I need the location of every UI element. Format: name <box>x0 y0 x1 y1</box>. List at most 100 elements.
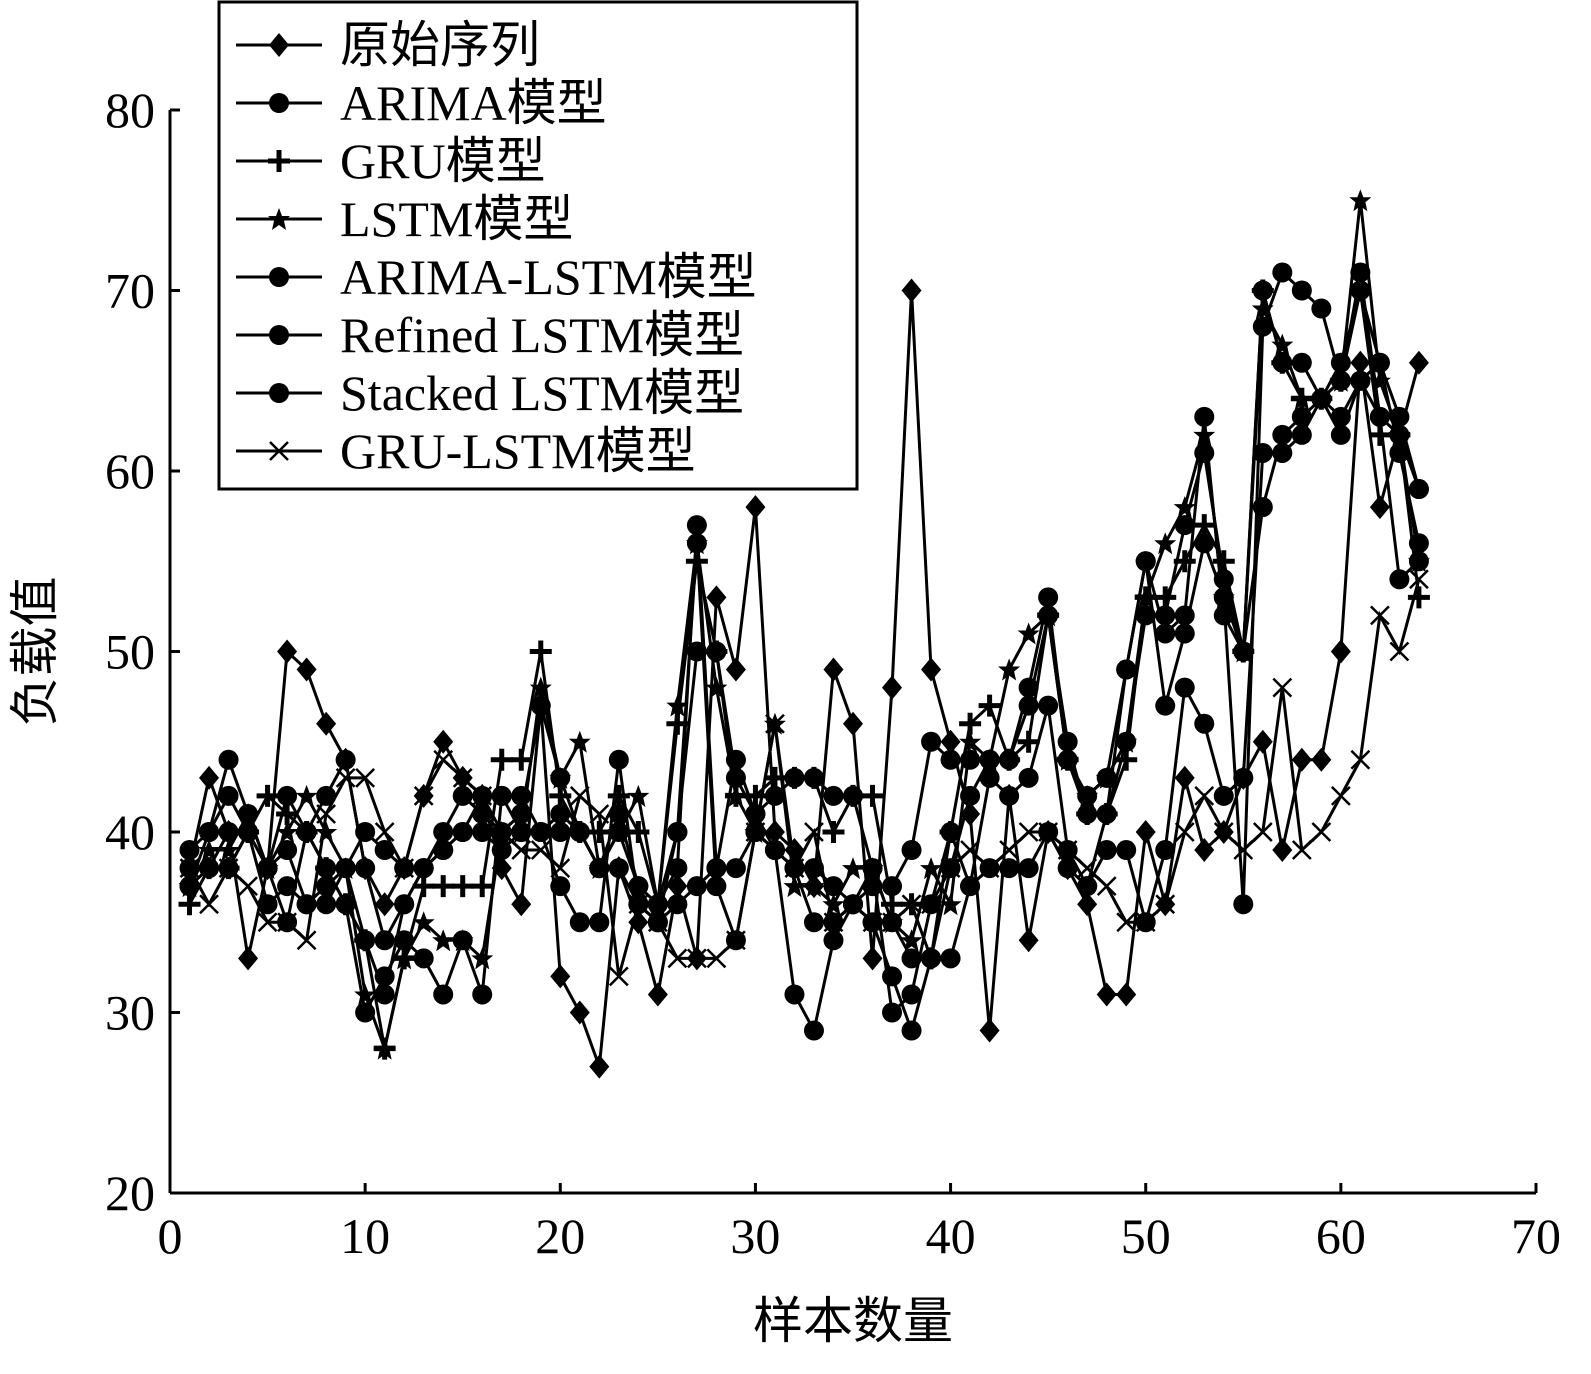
data-point <box>1233 767 1254 788</box>
data-point <box>999 785 1020 806</box>
data-point <box>335 894 356 915</box>
data-point <box>511 822 532 842</box>
data-point <box>1135 820 1156 844</box>
data-point <box>1076 803 1098 825</box>
data-point <box>901 840 922 861</box>
data-point <box>901 1020 922 1041</box>
data-point <box>315 821 338 843</box>
data-point <box>998 658 1021 681</box>
data-point <box>882 675 903 700</box>
data-point <box>316 711 337 736</box>
data-point <box>1213 785 1234 806</box>
data-point <box>511 892 532 917</box>
data-point <box>238 946 259 971</box>
data-point <box>452 822 473 842</box>
data-point <box>1408 551 1429 572</box>
data-point <box>1389 641 1410 662</box>
data-point <box>1389 569 1410 590</box>
data-point <box>277 785 298 806</box>
data-point <box>1174 677 1195 698</box>
data-point <box>882 876 903 897</box>
data-point <box>394 894 415 915</box>
data-point <box>355 1002 376 1023</box>
data-point <box>316 894 337 915</box>
legend-item: LSTM模型 <box>236 191 573 247</box>
y-tick-label: 70 <box>105 263 155 319</box>
data-point <box>608 785 630 807</box>
data-point <box>882 966 903 987</box>
data-point <box>374 821 395 843</box>
data-point <box>608 858 629 879</box>
data-point <box>1018 677 1039 698</box>
data-point <box>823 785 844 806</box>
data-point <box>979 749 1000 770</box>
series-line <box>188 578 1421 977</box>
legend-label: ARIMA模型 <box>340 75 607 131</box>
data-point <box>1272 838 1293 863</box>
data-point <box>199 765 220 790</box>
data-point <box>862 785 884 807</box>
series-8 <box>179 569 1430 987</box>
data-point <box>355 858 376 879</box>
y-tick-label: 50 <box>105 624 155 680</box>
data-point <box>179 893 201 915</box>
data-point <box>1194 713 1215 734</box>
data-point <box>1174 605 1195 626</box>
data-point <box>589 912 610 933</box>
data-point <box>686 515 707 536</box>
data-point <box>1408 350 1429 375</box>
data-point <box>706 858 727 879</box>
data-point <box>1155 695 1176 716</box>
data-point <box>1174 821 1195 843</box>
data-point <box>999 858 1020 879</box>
data-point <box>550 964 571 989</box>
x-tick-label: 60 <box>1316 1208 1366 1264</box>
data-point <box>433 840 454 861</box>
data-point <box>1116 840 1137 861</box>
y-tick-label: 30 <box>105 985 155 1041</box>
data-point <box>472 822 493 842</box>
data-point <box>1330 785 1352 807</box>
data-point <box>530 641 552 663</box>
data-point <box>1311 747 1332 772</box>
x-tick-label: 30 <box>730 1208 780 1264</box>
data-point <box>1116 659 1137 680</box>
data-point <box>1291 280 1312 301</box>
data-point <box>705 641 727 663</box>
data-point <box>1018 858 1039 879</box>
data-point <box>355 822 376 842</box>
data-point <box>1291 352 1312 373</box>
legend-box <box>217 0 859 491</box>
data-point <box>803 912 824 933</box>
data-point <box>725 858 746 879</box>
data-point <box>237 875 259 897</box>
data-point <box>1252 316 1273 337</box>
data-point <box>843 711 863 736</box>
data-point <box>1272 262 1293 283</box>
data-point <box>647 894 668 915</box>
data-point <box>1252 442 1273 463</box>
data-point <box>550 803 571 824</box>
data-point <box>1116 982 1137 1007</box>
data-point <box>960 876 981 897</box>
legend-label: 原始序列 <box>340 17 540 73</box>
data-point <box>413 948 434 969</box>
legend-marker <box>269 267 289 287</box>
legend-marker <box>269 325 289 345</box>
data-point <box>608 749 629 770</box>
data-point <box>1233 839 1254 861</box>
data-point <box>1194 785 1215 807</box>
x-tick-label: 0 <box>158 1208 183 1264</box>
data-point <box>1096 982 1117 1007</box>
data-point <box>589 1054 610 1079</box>
data-point <box>1154 532 1177 555</box>
data-point <box>1057 858 1078 879</box>
data-point <box>471 875 493 897</box>
legend-marker <box>269 383 289 403</box>
data-point <box>1213 587 1234 608</box>
legend-label: Refined LSTM模型 <box>340 307 744 363</box>
y-tick-label: 60 <box>105 443 155 499</box>
x-axis-title: 样本数量 <box>753 1292 953 1350</box>
data-point <box>764 840 785 861</box>
